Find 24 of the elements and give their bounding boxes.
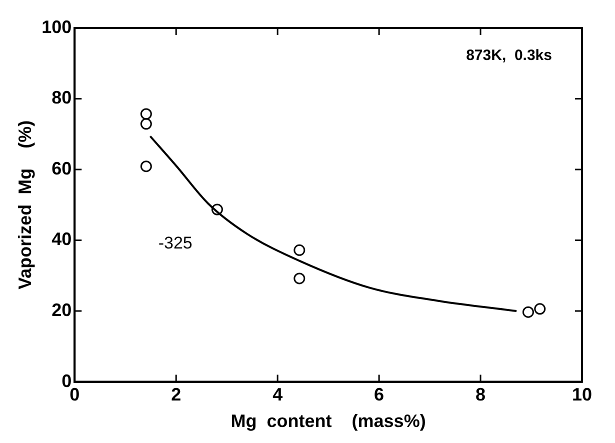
point xyxy=(211,204,223,216)
annotation: 873K, 0.3ks xyxy=(466,47,552,64)
y-tick-label: 80 xyxy=(52,88,72,108)
point xyxy=(140,108,152,120)
point xyxy=(534,303,546,315)
x-tick-label: 8 xyxy=(476,384,486,405)
x-tick-label: 10 xyxy=(572,384,592,405)
x-tick-label: 6 xyxy=(374,384,384,405)
y-tick-label: 40 xyxy=(52,229,72,250)
point xyxy=(294,272,306,284)
x-tick-label: 4 xyxy=(272,384,283,405)
point xyxy=(294,244,306,256)
y-tick-label: 0 xyxy=(62,370,72,391)
y-tick-label: 20 xyxy=(52,300,72,320)
line-series xyxy=(149,135,518,312)
y-axis-title: Vaporized Mg (%) xyxy=(14,120,35,290)
y-tick-label: 100 xyxy=(42,16,72,37)
x-axis-title: Mg content (mass%) xyxy=(230,411,426,432)
point xyxy=(140,118,152,130)
annotation: -325 xyxy=(158,234,192,253)
y-tick-label: 60 xyxy=(52,158,72,178)
point xyxy=(522,306,534,318)
point xyxy=(140,160,152,172)
x-tick-label: 2 xyxy=(171,384,182,405)
